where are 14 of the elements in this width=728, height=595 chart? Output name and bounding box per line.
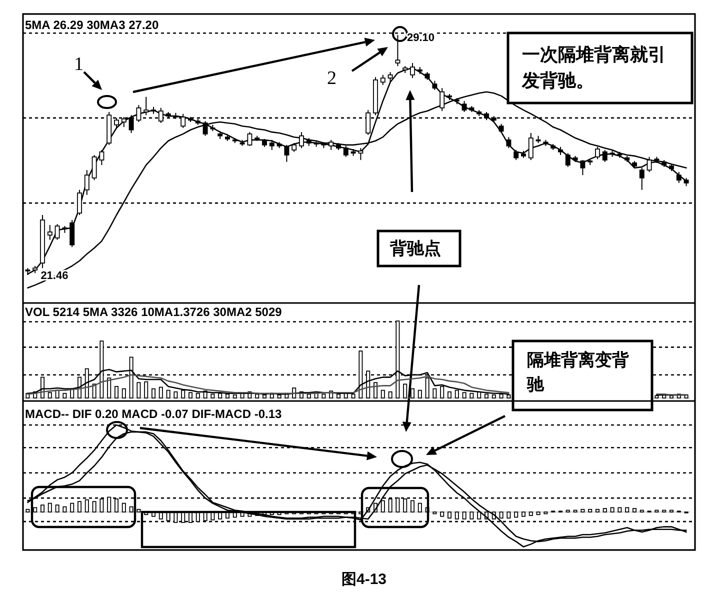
annotation: 一次隔堆背离就引发背驰。 (506, 32, 694, 104)
annotation: 5MA 26.29 30MA3 27.20 (25, 18, 159, 32)
annotation: 1 (74, 54, 84, 75)
annotation: 隔堆背离变背驰 (426, 340, 654, 455)
annotation: 2 (327, 68, 336, 89)
annotation: 29.10 (407, 32, 435, 44)
annotation: VOL 5214 5MA 3326 10MA1.3726 30MA2 5029 (25, 305, 282, 319)
annotation: 2 (327, 47, 388, 89)
annotation: 一次隔堆背离就引发背驰。 (521, 44, 666, 90)
annotation: MACD-- DIF 0.20 MACD -0.07 DIF-MACD -0.13 (25, 407, 282, 421)
annotation: 隔堆背离变背驰 (526, 350, 630, 394)
annotation: 29.10 (392, 26, 435, 44)
annotation: 图4-13 (341, 571, 387, 588)
annotation: 背驰点 (389, 238, 441, 258)
